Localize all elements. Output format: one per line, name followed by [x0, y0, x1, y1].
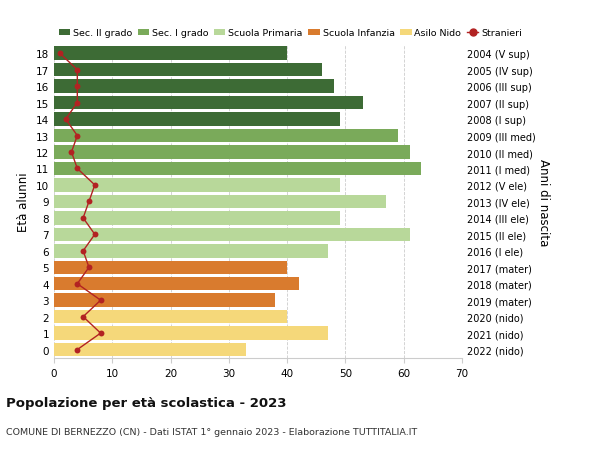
Bar — [54, 162, 421, 176]
Point — [73, 346, 82, 353]
Bar — [54, 129, 398, 143]
Bar — [54, 146, 410, 159]
Point — [90, 182, 100, 189]
Bar — [54, 245, 328, 258]
Bar — [54, 327, 328, 340]
Text: Popolazione per età scolastica - 2023: Popolazione per età scolastica - 2023 — [6, 396, 287, 409]
Point — [67, 149, 76, 157]
Bar — [54, 97, 363, 110]
Point — [84, 264, 94, 271]
Point — [73, 280, 82, 288]
Bar — [54, 294, 275, 307]
Point — [73, 67, 82, 74]
Bar — [54, 228, 410, 241]
Point — [84, 198, 94, 206]
Bar — [54, 47, 287, 61]
Bar — [54, 179, 340, 192]
Point — [79, 215, 88, 222]
Point — [55, 50, 65, 58]
Text: COMUNE DI BERNEZZO (CN) - Dati ISTAT 1° gennaio 2023 - Elaborazione TUTTITALIA.I: COMUNE DI BERNEZZO (CN) - Dati ISTAT 1° … — [6, 427, 417, 436]
Point — [90, 231, 100, 239]
Point — [96, 330, 106, 337]
Bar — [54, 343, 247, 357]
Bar — [54, 261, 287, 274]
Point — [73, 83, 82, 90]
Bar — [54, 212, 340, 225]
Bar — [54, 80, 334, 94]
Y-axis label: Età alunni: Età alunni — [17, 172, 31, 232]
Bar — [54, 195, 386, 209]
Bar — [54, 310, 287, 324]
Bar — [54, 277, 299, 291]
Legend: Sec. II grado, Sec. I grado, Scuola Primaria, Scuola Infanzia, Asilo Nido, Stran: Sec. II grado, Sec. I grado, Scuola Prim… — [59, 29, 522, 38]
Bar — [54, 113, 340, 127]
Point — [79, 313, 88, 321]
Y-axis label: Anni di nascita: Anni di nascita — [536, 158, 550, 246]
Point — [73, 133, 82, 140]
Point — [73, 165, 82, 173]
Point — [61, 116, 70, 123]
Bar — [54, 64, 322, 77]
Point — [79, 247, 88, 255]
Point — [96, 297, 106, 304]
Point — [73, 100, 82, 107]
